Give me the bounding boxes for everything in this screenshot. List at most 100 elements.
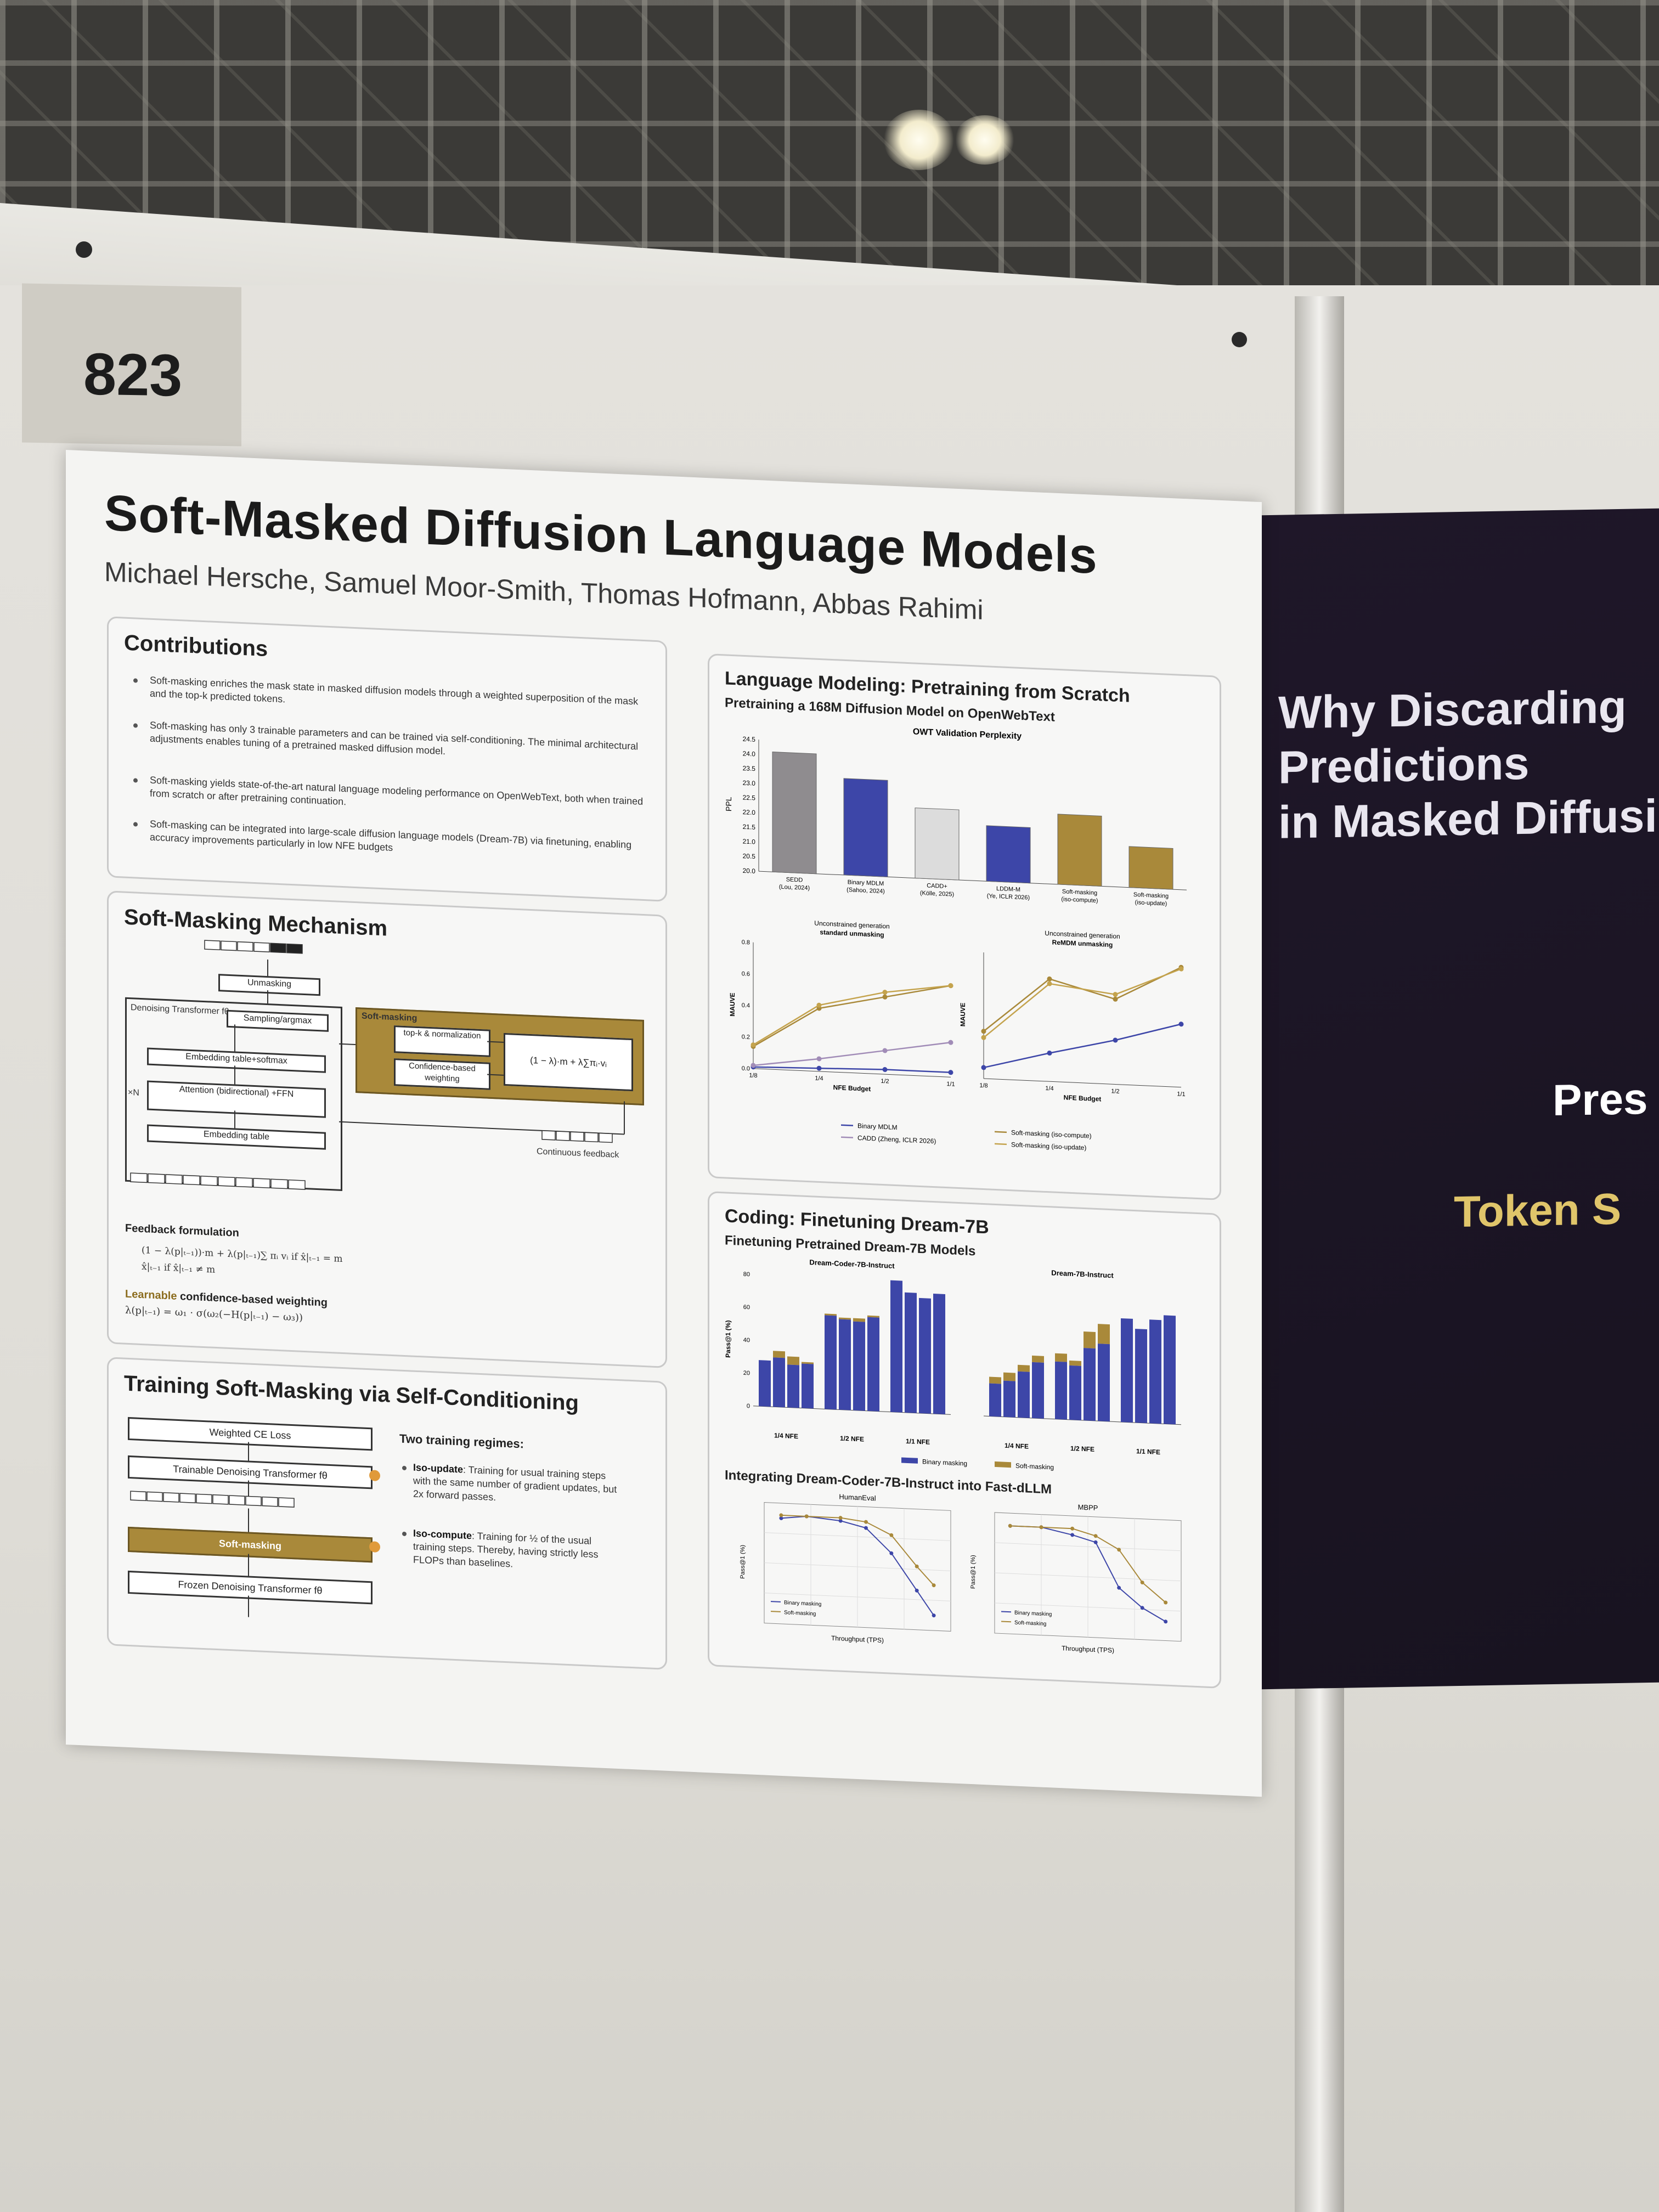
data-point xyxy=(915,1564,919,1568)
x-tick-label: 1/2 xyxy=(881,1078,889,1085)
chart-title: OWT Validation Perplexity xyxy=(913,727,1022,741)
group-label: 1/4 NFE xyxy=(774,1431,798,1440)
bar-segment-binary xyxy=(1055,1361,1067,1420)
bar-segment-binary xyxy=(839,1319,851,1410)
y-axis-label: Pass@1 (%) xyxy=(740,1545,746,1579)
legend-label: CADD (Zheng, ICLR 2026) xyxy=(857,1134,936,1145)
data-point xyxy=(1164,1620,1168,1624)
group-label: 1/1 NFE xyxy=(906,1437,930,1446)
x-tick-label: (Ye, ICLR 2026) xyxy=(987,893,1030,901)
bar xyxy=(1128,846,1173,890)
bar xyxy=(915,808,960,881)
mechanism-box: Soft-Masking Mechanism Unmasking Denoisi… xyxy=(107,890,667,1368)
booth-number-card: 823 xyxy=(22,283,241,447)
series-line xyxy=(983,968,1182,1039)
chart-title: Dream-Coder-7B-Instruct xyxy=(809,1258,895,1270)
y-tick-label: 20.0 xyxy=(743,867,756,875)
series-line xyxy=(753,985,951,1046)
bar-segment-binary xyxy=(787,1364,799,1408)
data-point xyxy=(882,994,888,1000)
data-point xyxy=(864,1526,868,1530)
bar xyxy=(843,778,888,877)
bar-segment-soft xyxy=(989,1376,1001,1384)
contribution-item: Soft-masking can be integrated into larg… xyxy=(150,818,632,854)
data-point xyxy=(751,1063,756,1068)
data-point xyxy=(1113,996,1118,1002)
legend-swatch xyxy=(841,1136,853,1138)
neighbor-poster-title: Why Discarding Predictions in Masked Dif… xyxy=(1278,679,1659,850)
x-tick-label: LDDM-M xyxy=(996,885,1020,893)
y-tick-label: 80 xyxy=(743,1271,750,1278)
data-point xyxy=(882,990,888,995)
weighting-heading-rest: confidence-based weighting xyxy=(177,1290,328,1309)
y-tick-label: 21.5 xyxy=(743,823,756,831)
training-arrows xyxy=(130,1442,380,1617)
bar-segment-binary xyxy=(1069,1365,1081,1420)
x-tick-label: 1/1 xyxy=(1177,1091,1185,1098)
legend-label: Soft-masking (iso-compute) xyxy=(1011,1128,1092,1139)
bar-segment-binary xyxy=(1018,1371,1030,1418)
data-point xyxy=(1117,1585,1121,1590)
legend-label: Soft-masking xyxy=(1015,1462,1054,1471)
data-point xyxy=(1093,1534,1098,1538)
data-point xyxy=(948,1070,953,1075)
y-axis-label: Pass@1 (%) xyxy=(970,1555,977,1589)
data-point xyxy=(1070,1526,1075,1531)
weighting-heading-gold: Learnable xyxy=(125,1288,177,1302)
bar-segment-soft xyxy=(787,1356,799,1365)
feedback-heading: Feedback formulation xyxy=(125,1222,239,1239)
chart-title: Unconstrained generation xyxy=(814,919,889,930)
pin xyxy=(1232,332,1247,347)
data-point xyxy=(1140,1580,1144,1584)
legend-label: Binary MDLM xyxy=(857,1122,898,1131)
bar-segment-binary xyxy=(867,1317,879,1412)
data-point xyxy=(1140,1606,1144,1610)
legend-swatch xyxy=(995,1461,1011,1468)
legend-label: Binary masking xyxy=(784,1600,821,1607)
bar-segment-binary xyxy=(1121,1318,1133,1423)
data-point xyxy=(1164,1600,1168,1605)
y-tick-label: 40 xyxy=(743,1337,750,1344)
data-point xyxy=(889,1551,894,1555)
data-point xyxy=(779,1516,783,1520)
mechanism-arrows xyxy=(130,940,625,1190)
y-tick-label: 0.0 xyxy=(742,1065,750,1073)
grid-line xyxy=(995,1572,1181,1582)
research-poster: Soft-Masked Diffusion Language Models Mi… xyxy=(66,450,1262,1797)
regime-item: Iso-compute: Training for ½ of the usual… xyxy=(413,1527,622,1576)
bar-segment-binary xyxy=(825,1315,837,1410)
bar-segment-soft xyxy=(1055,1353,1067,1362)
contributions-box: Contributions Soft-masking enriches the … xyxy=(107,616,667,902)
y-axis-label: PPL xyxy=(724,797,733,811)
y-tick-label: 0.2 xyxy=(742,1034,750,1041)
bullet-dot xyxy=(402,1531,407,1537)
bullet-dot xyxy=(133,822,138,827)
legend-swatch xyxy=(901,1457,918,1464)
data-point xyxy=(932,1613,936,1618)
y-tick-label: 23.5 xyxy=(743,764,756,772)
group-label: 1/2 NFE xyxy=(1070,1444,1094,1453)
regime-item: Iso-update: Training for usual training … xyxy=(413,1461,622,1510)
data-point xyxy=(1008,1523,1012,1528)
feedback-formula-1: (1 − λ(p|ₜ₋₁))·m + λ(p|ₜ₋₁)∑ πᵢ vᵢ if x̂… xyxy=(142,1245,343,1265)
bar-segment-binary xyxy=(905,1292,917,1413)
x-tick-label: 1/4 xyxy=(815,1075,823,1082)
y-tick-label: 20.5 xyxy=(743,852,756,860)
data-point xyxy=(889,1533,894,1537)
neighbor-poster: Why Discarding Predictions in Masked Dif… xyxy=(1240,508,1659,1690)
bullet-dot xyxy=(402,1465,407,1471)
series-line xyxy=(753,1066,951,1074)
flame-icon xyxy=(369,1470,380,1481)
neighbor-title-line: Predictions xyxy=(1278,737,1530,793)
data-point xyxy=(838,1519,843,1523)
data-point xyxy=(751,1042,756,1048)
y-tick-label: 0.6 xyxy=(742,970,750,978)
contribution-item: Soft-masking enriches the mask state in … xyxy=(150,674,639,707)
token-strip xyxy=(130,940,613,1190)
y-tick-label: 22.0 xyxy=(743,808,756,816)
x-axis-label: Throughput (TPS) xyxy=(1062,1644,1114,1654)
y-tick-label: 20 xyxy=(743,1370,750,1377)
legend-label: Binary masking xyxy=(1014,1610,1052,1617)
y-axis-label: MAUVE xyxy=(959,1002,967,1026)
